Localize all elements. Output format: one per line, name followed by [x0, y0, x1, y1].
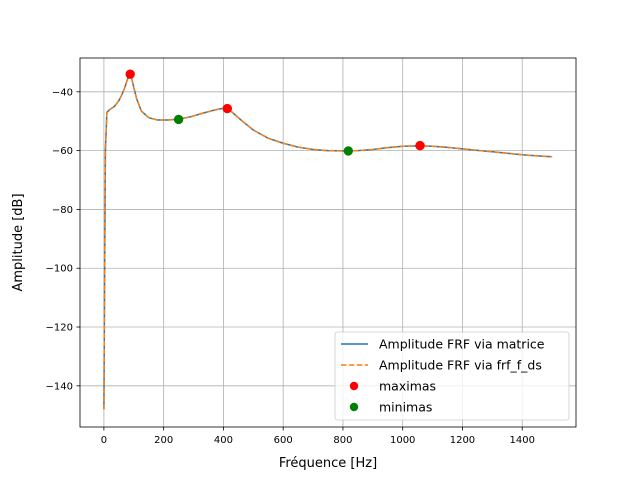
y-axis-label: Amplitude [dB]	[11, 193, 26, 291]
x-tick-label: 1400	[509, 435, 534, 446]
legend-box	[334, 331, 570, 421]
minimas-point	[343, 146, 354, 156]
x-tick-label: 400	[214, 435, 233, 446]
x-tick-label: 600	[274, 435, 293, 446]
x-tick-label: 200	[154, 435, 173, 446]
y-tick-label: −40	[52, 87, 73, 98]
maximas-point	[222, 103, 233, 114]
y-tick-label: −140	[46, 381, 73, 392]
legend-swatch-marker	[349, 381, 359, 391]
x-tick-label: 1200	[450, 435, 475, 446]
grid	[80, 58, 576, 427]
legend-label: Amplitude FRF via frf_f_ds	[379, 358, 542, 373]
x-tick-label: 800	[333, 435, 352, 446]
maximas-point	[415, 140, 425, 151]
legend: Amplitude FRF via matrice Amplitude FRF v…	[334, 331, 570, 421]
ticks: 0 200 400 600 800 1000 1200 1400 −140 −120 −100 −80…	[46, 87, 535, 446]
axes-frame	[79, 57, 577, 428]
maximas-point	[125, 69, 135, 79]
legend-label: Amplitude FRF via matrice	[379, 337, 545, 352]
legend-swatch-marker	[349, 402, 359, 412]
legend-label: minimas	[379, 400, 432, 415]
x-tick-label: 0	[101, 435, 107, 446]
y-tick-label: −80	[52, 205, 73, 216]
y-tick-label: −120	[46, 323, 73, 334]
x-tick-label: 1000	[390, 435, 415, 446]
x-axis-label: Fréquence [Hz]	[279, 456, 377, 471]
series-group	[103, 69, 553, 410]
y-tick-label: −60	[52, 146, 73, 157]
minimas-point	[173, 114, 184, 125]
y-tick-label: −100	[46, 264, 73, 275]
legend-label: maximas	[379, 379, 436, 394]
